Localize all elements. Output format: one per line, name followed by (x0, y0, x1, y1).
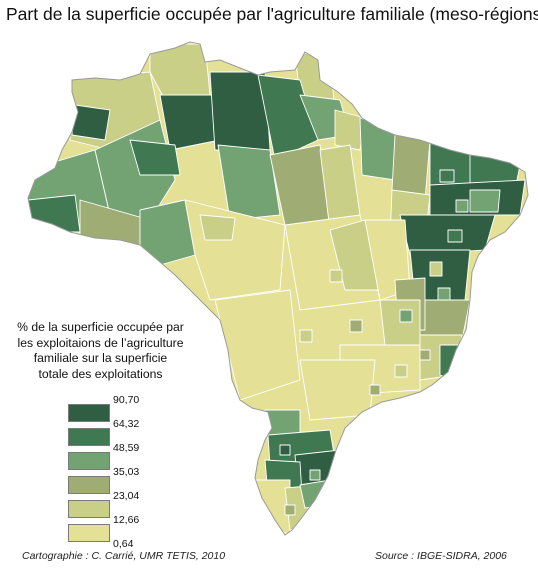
map-title: Part de la superficie occupée par l'agri… (6, 4, 538, 24)
legend-swatch-class-1 (68, 404, 110, 422)
legend-break-label: 35,03 (113, 466, 140, 478)
region-mosaic (349, 319, 363, 333)
region-rondonia (139, 199, 196, 266)
region-mato-grosso-north-2 (199, 214, 236, 241)
region-mosaic (399, 309, 413, 323)
region-minas-north (379, 299, 421, 346)
legend-break-label: 0,64 (113, 538, 134, 550)
region-mosaic (437, 287, 451, 301)
region-purus (129, 139, 181, 176)
legend-break-label: 64,32 (113, 418, 140, 430)
legend-swatch-class-2 (68, 428, 110, 446)
region-mato-grosso-south (214, 289, 301, 401)
legend-swatch-class-5 (68, 500, 110, 518)
region-mosaic (455, 199, 469, 213)
legend-break-label: 90,70 (113, 394, 140, 406)
region-agreste (469, 189, 501, 213)
region-mosaic (429, 261, 443, 277)
legend-title-line: les exploitaions de l’agriculture (17, 335, 184, 350)
region-mosaic (369, 384, 381, 396)
region-rs-serra (299, 479, 331, 509)
legend-title: % de la superficie occupée par les explo… (8, 320, 193, 382)
region-mosaic (284, 504, 296, 516)
region-mosaic (299, 329, 313, 343)
legend-title-line: % de la superficie occupée par (17, 320, 184, 334)
region-mosaic (279, 444, 291, 456)
region-mosaic (329, 269, 343, 283)
region-bahia-north (399, 214, 496, 256)
region-maranhao-east (391, 134, 431, 201)
region-belem (334, 109, 366, 151)
legend-break-label: 12,66 (113, 514, 140, 526)
region-mosaic (439, 169, 455, 183)
region-mosaic (319, 499, 331, 511)
region-para-south (217, 144, 281, 221)
legend-swatch-class-6 (68, 524, 110, 542)
region-ceara (429, 139, 476, 191)
region-mosaic (447, 229, 463, 243)
region-mosaic (309, 469, 321, 481)
region-mosaic (419, 349, 431, 361)
region-mosaic (394, 364, 408, 378)
legend-break-label: 23,04 (113, 490, 140, 502)
map-source: Source : IBGE-SIDRA, 2006 (375, 550, 507, 562)
region-manaus (159, 94, 221, 151)
region-espirito-santo (439, 344, 466, 381)
region-acre (28, 194, 81, 233)
legend-break-label: 48,59 (113, 442, 140, 454)
legend-title-line: totale des exploitations (38, 366, 163, 381)
legend-swatch-class-3 (68, 452, 110, 470)
legend-swatch-class-4 (68, 476, 110, 494)
map-credit: Cartographie : C. Carrié, UMR TETIS, 201… (22, 550, 226, 562)
region-rs-campanha (249, 479, 291, 535)
legend-title-line: familiale sur la superficie (33, 351, 168, 365)
